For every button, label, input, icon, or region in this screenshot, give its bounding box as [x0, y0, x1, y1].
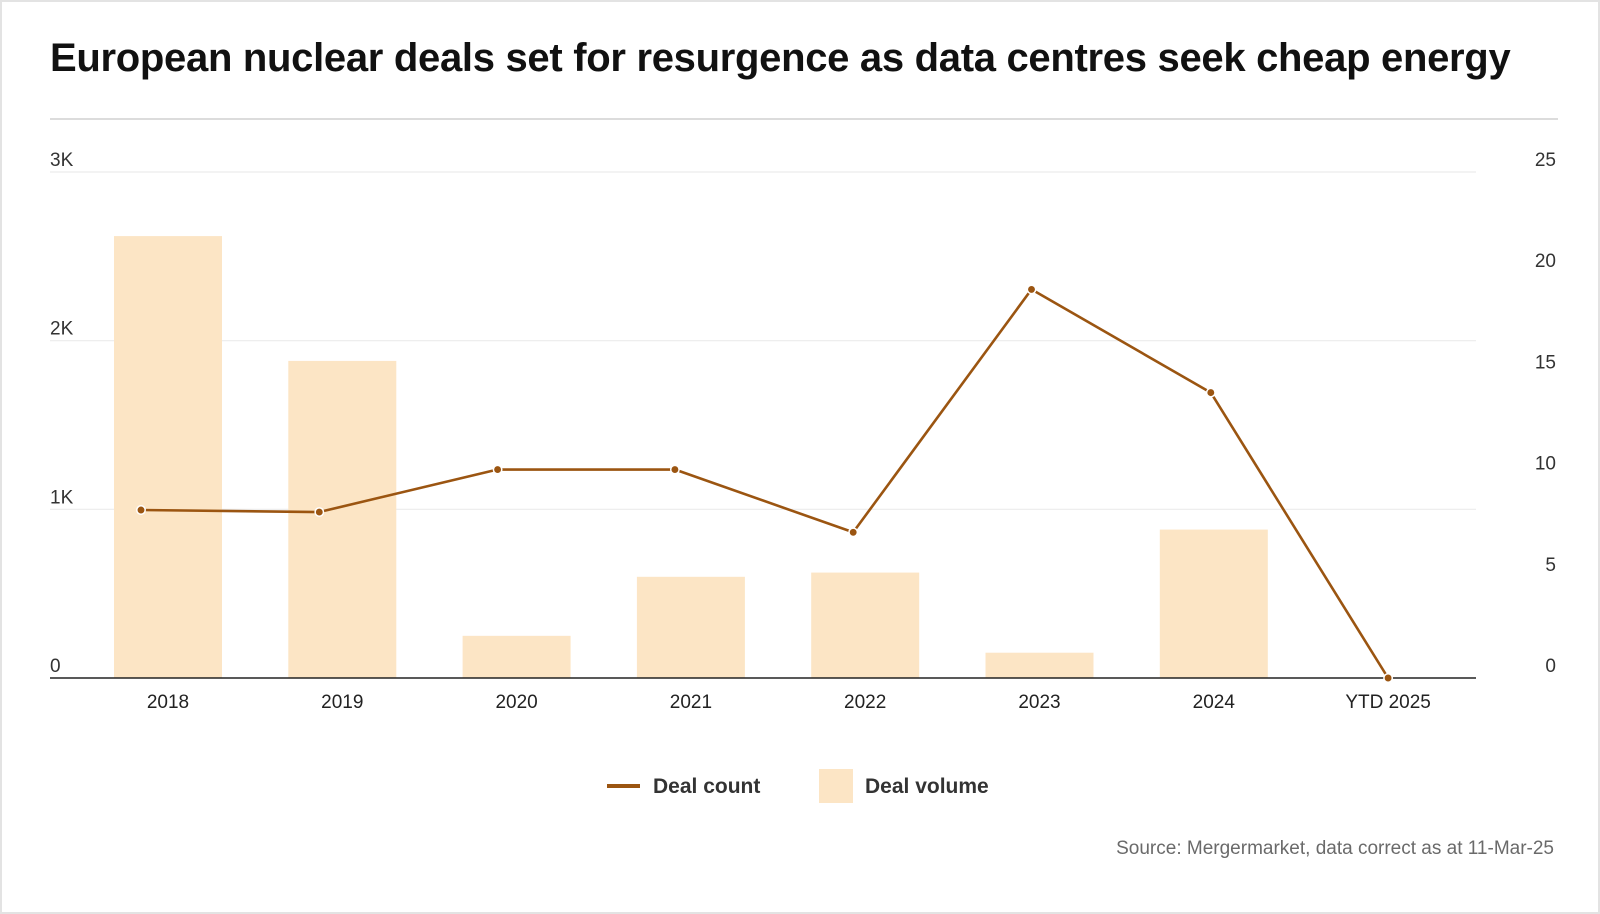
point-2019 [314, 507, 325, 517]
left-axis-ticks: 0 1K 2K 3K [50, 150, 74, 677]
right-tick-label: 15 [1535, 352, 1556, 373]
x-axis-ticks: 2018 2019 2020 2021 2022 2023 2024 YTD 2025 [147, 692, 1431, 713]
right-tick-label: 25 [1535, 150, 1556, 171]
x-tick-label: 2021 [670, 692, 712, 713]
point-2023 [1026, 284, 1037, 295]
x-tick-label: 2019 [321, 692, 363, 713]
title-divider [50, 118, 1558, 120]
x-tick-label: 2022 [844, 692, 886, 713]
bar-2019 [288, 360, 397, 678]
point-2018 [136, 505, 146, 515]
left-tick-label: 1K [50, 487, 74, 508]
x-tick-label: 2020 [495, 692, 537, 713]
bar-2020 [462, 635, 571, 678]
grid-layer [50, 171, 1476, 510]
left-tick-label: 3K [50, 150, 74, 171]
left-tick-label: 2K [50, 319, 74, 340]
x-tick-label: 2024 [1193, 692, 1236, 713]
bar-2022 [811, 572, 920, 678]
x-tick-label: YTD 2025 [1345, 692, 1431, 713]
bars-layer [114, 236, 1268, 679]
line-deal-count [140, 288, 1390, 679]
bar-2023 [985, 652, 1094, 678]
point-YTD 2025 [1383, 673, 1394, 683]
left-tick-label: 0 [50, 656, 61, 677]
line-layer [136, 284, 1394, 683]
right-tick-label: 5 [1545, 555, 1556, 576]
legend-label-deal-volume: Deal volume [865, 775, 989, 798]
point-2022 [848, 527, 859, 538]
right-tick-label: 10 [1535, 454, 1556, 475]
chart-title: European nuclear deals set for resurgenc… [50, 36, 1511, 80]
bar-2021 [636, 576, 745, 678]
right-tick-label: 0 [1545, 656, 1556, 677]
legend-label-deal-count: Deal count [653, 775, 760, 798]
point-2024 [1205, 387, 1216, 398]
right-axis-ticks: 0 5 10 15 20 25 [1535, 150, 1556, 677]
bar-2018 [114, 236, 222, 679]
x-tick-label: 2023 [1018, 692, 1060, 713]
legend: Deal count Deal volume [607, 769, 989, 803]
point-2021 [669, 464, 680, 475]
legend-swatch-deal-volume [819, 769, 853, 803]
x-tick-label: 2018 [147, 692, 189, 713]
point-2020 [492, 464, 503, 475]
source-note: Source: Mergermarket, data correct as at… [1116, 838, 1554, 859]
bar-2024 [1159, 529, 1268, 678]
right-tick-label: 20 [1535, 251, 1556, 272]
